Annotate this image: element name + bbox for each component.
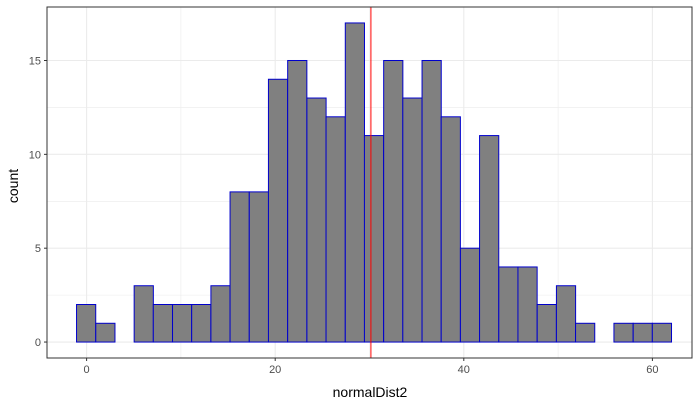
histogram-bar <box>306 97 327 343</box>
histogram-bar <box>229 191 250 343</box>
histogram-bar <box>191 304 212 343</box>
histogram-bar <box>402 97 423 343</box>
histogram-bar <box>267 78 289 343</box>
y-tick-label: 5 <box>35 243 41 255</box>
histogram-bar <box>95 322 116 343</box>
histogram-bar <box>517 266 538 343</box>
histogram-bar <box>632 322 653 343</box>
histogram-bar <box>172 304 193 343</box>
x-tick-label: 40 <box>458 364 470 376</box>
x-axis-ticks: 0 20 40 60 <box>84 358 659 376</box>
histogram-bar <box>287 59 308 343</box>
x-tick-label: 60 <box>646 364 658 376</box>
y-axis-title: count <box>5 169 21 203</box>
histogram-bar <box>459 247 481 343</box>
y-axis-ticks: 0 5 10 15 <box>29 55 47 349</box>
histogram-bar <box>363 135 385 343</box>
histogram-bar <box>248 191 269 343</box>
histogram-bar <box>383 59 404 343</box>
histogram-bar <box>651 322 673 343</box>
histogram-bar <box>440 116 461 343</box>
histogram-bar <box>152 304 173 343</box>
histogram-bar <box>344 22 365 343</box>
histogram-bar <box>421 59 442 343</box>
histogram-bars <box>76 22 673 343</box>
histogram-bar <box>555 285 577 343</box>
panel-border <box>46 6 693 359</box>
histogram-bar <box>76 304 97 343</box>
histogram-bar <box>479 135 500 343</box>
y-tick-label: 15 <box>29 55 41 67</box>
y-tick-label: 10 <box>29 149 41 161</box>
histogram-bar <box>133 285 154 343</box>
histogram-bar <box>498 266 519 343</box>
x-tick-label: 0 <box>84 364 90 376</box>
histogram-bar <box>575 322 596 343</box>
histogram-bar <box>210 285 231 343</box>
x-tick-label: 20 <box>269 364 281 376</box>
histogram-bar <box>613 322 634 343</box>
histogram-bar <box>325 116 346 343</box>
x-axis-title: normalDist2 <box>333 384 408 400</box>
histogram-bar <box>536 304 557 343</box>
y-tick-label: 0 <box>35 337 41 349</box>
